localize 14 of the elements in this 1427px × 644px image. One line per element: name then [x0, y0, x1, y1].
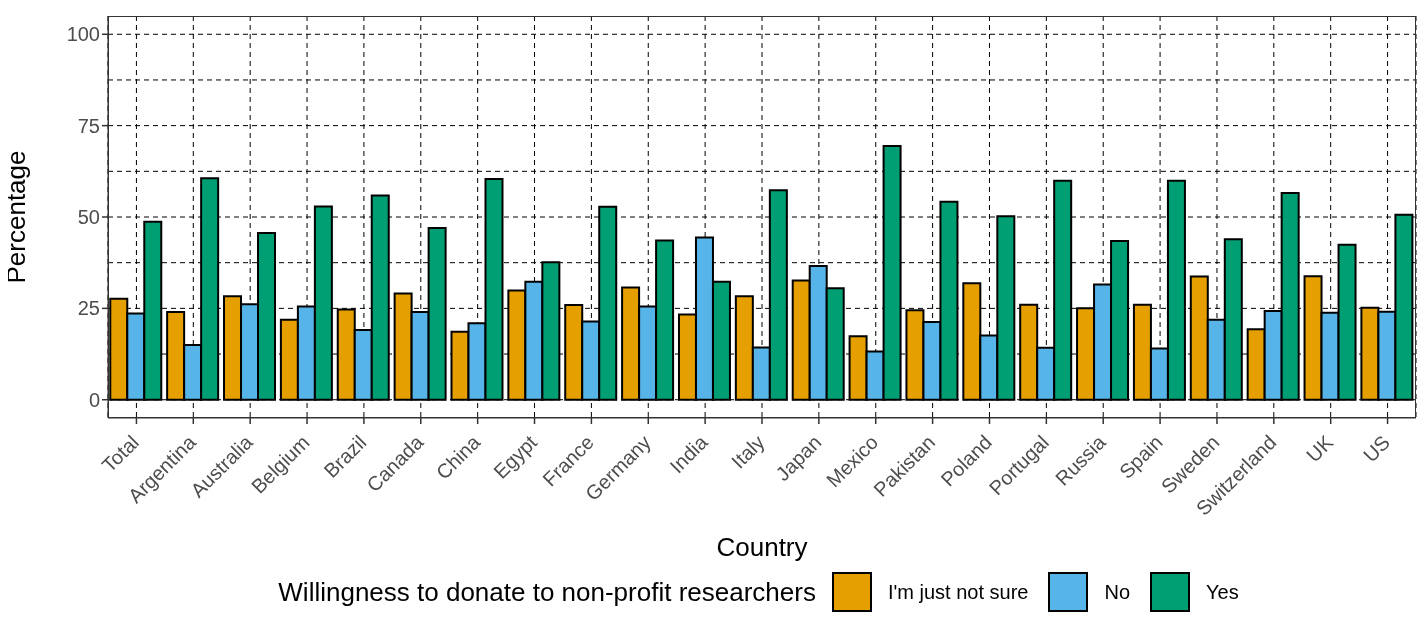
x-axis-title: Country: [716, 532, 808, 562]
y-tick-label: 25: [77, 297, 100, 320]
y-tick-label: 100: [66, 23, 100, 46]
y-tick-label: 50: [77, 206, 100, 229]
y-axis-title: Percentage: [1, 150, 32, 284]
x-tick-label: US: [1358, 431, 1395, 467]
legend-title: Willingness to donate to non-profit researchers: [278, 576, 816, 608]
y-tick-label: 75: [77, 114, 100, 137]
legend-label: Yes: [1206, 580, 1239, 604]
x-tick-label: Italy: [727, 431, 769, 473]
x-tick-label: UK: [1302, 430, 1338, 467]
legend-label: I'm just not sure: [887, 580, 1029, 604]
legend-label: No: [1104, 580, 1131, 604]
y-tick-label: 0: [88, 388, 100, 411]
